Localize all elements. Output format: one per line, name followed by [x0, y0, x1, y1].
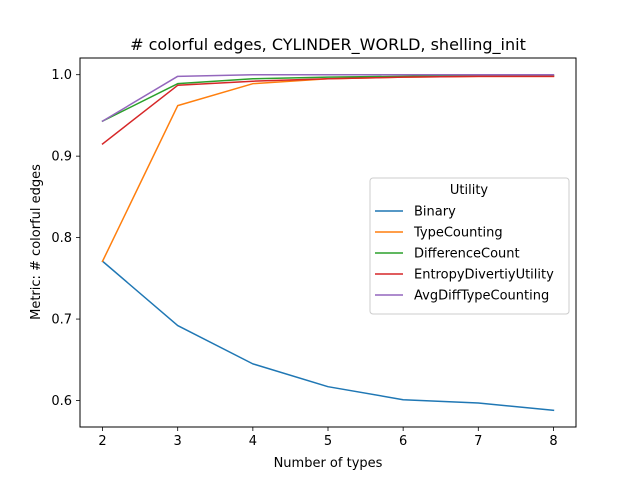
series-line-3: [101, 75, 555, 145]
legend-items: Binary TypeCounting DifferenceCount Entropy…: [375, 205, 554, 304]
legend-label: DifferenceCount: [414, 247, 520, 262]
series-layer: [101, 73, 555, 412]
legend-label: TypeCounting: [413, 226, 503, 241]
legend-label: EntropyDivertiyUtility: [414, 268, 554, 283]
legend-label: Binary: [414, 205, 456, 220]
y-tick-label: 0.7: [51, 313, 72, 328]
x-axis-ticks: 2 3 4 5 6 7 8: [98, 427, 558, 449]
x-tick-label: 3: [174, 434, 182, 449]
y-tick-label: 0.8: [51, 231, 72, 246]
x-tick-label: 5: [324, 434, 332, 449]
y-tick-label: 0.9: [51, 150, 72, 165]
y-axis-ticks: 0.6 0.7 0.8 0.9 1.0: [51, 68, 80, 409]
y-tick-label: 0.6: [51, 394, 72, 409]
y-axis-label: Metric: # colorful edges: [29, 164, 44, 320]
legend-title: Utility: [450, 183, 489, 198]
x-tick-label: 8: [549, 434, 557, 449]
x-tick-label: 2: [98, 434, 106, 449]
y-tick-label: 1.0: [51, 68, 72, 83]
x-axis-label: Number of types: [274, 456, 383, 471]
x-tick-label: 4: [249, 434, 257, 449]
legend-frame: [369, 177, 570, 315]
series-line-4: [101, 73, 555, 123]
legend: Utility Binary TypeCounting DifferenceCoun…: [369, 177, 570, 315]
x-tick-label: 6: [399, 434, 407, 449]
chart-title: # colorful edges, CYLINDER_WORLD, shelli…: [130, 35, 526, 55]
legend-label: AvgDiffTypeCounting: [414, 289, 549, 304]
x-tick-label: 7: [474, 434, 482, 449]
series-line-0: [101, 260, 555, 412]
series-line-2: [101, 74, 555, 123]
